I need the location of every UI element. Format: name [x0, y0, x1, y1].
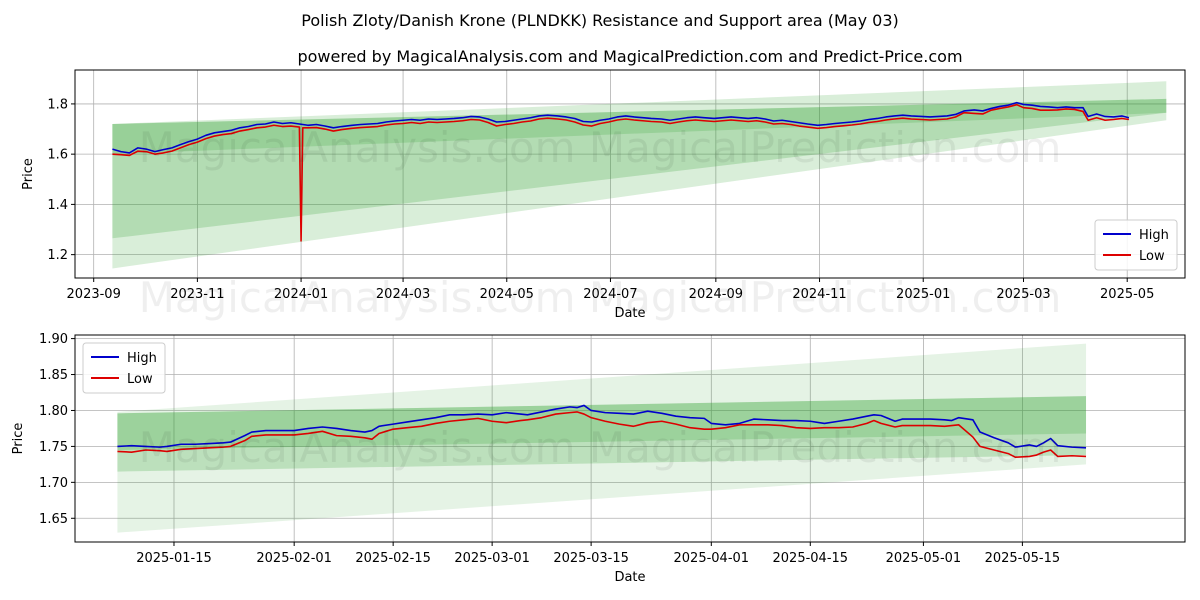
watermark-bottom: MagicalAnalysis.com MagicalPrediction.co…: [139, 423, 1062, 472]
chart1-legend-box: [82, 342, 166, 394]
chart1-band-1: [117, 396, 1087, 472]
chart1-xtick-label-1: 2025-02-01: [256, 551, 332, 566]
chart1-xtick-label-6: 2025-04-15: [773, 551, 849, 566]
chart0-ytick-label-3: 1.8: [47, 97, 68, 112]
chart1-ytick-label-5: 1.90: [39, 332, 68, 347]
chart1-xtick-label-3: 2025-03-01: [454, 551, 530, 566]
chart1-xlabel: Date: [614, 570, 645, 585]
figure-title: Polish Zloty/Danish Krone (PLNDKK) Resis…: [301, 11, 899, 30]
chart0-xtick-label-7: 2024-11: [792, 287, 846, 302]
chart0-xtick-label-4: 2024-05: [480, 287, 534, 302]
chart1-band-0: [117, 343, 1087, 533]
chart0-xtick-label-9: 2025-03: [996, 287, 1050, 302]
top-chart: 2023-09 2023-11 2024-01 2024-03 2024-05 2024-…: [21, 69, 1186, 321]
chart1-ytick-label-2: 1.75: [39, 440, 68, 455]
chart0-xtick-label-0: 2023-09: [67, 287, 121, 302]
chart1-legend-label-low: Low: [127, 372, 153, 387]
chart1-xtick-label-0: 2025-01-15: [136, 551, 212, 566]
chart0-xtick-label-3: 2024-03: [376, 287, 430, 302]
chart1-xtick-label-2: 2025-02-15: [355, 551, 431, 566]
watermark-mid: MagicalAnalysis.com MagicalPrediction.co…: [139, 273, 1062, 322]
chart0-xtick-label-5: 2024-07: [583, 287, 637, 302]
chart1-legend-label-high: High: [127, 351, 157, 366]
chart0-legend-label-low: Low: [1139, 249, 1165, 264]
chart0-xlabel: Date: [614, 306, 645, 321]
chart0-xtick-label-8: 2025-01: [896, 287, 950, 302]
chart1-ytick-label-0: 1.65: [39, 512, 68, 527]
chart1-legend: High Low: [82, 342, 166, 394]
chart1-frame: [74, 334, 1186, 543]
chart0-legend-box: [1094, 219, 1178, 271]
chart1-series-low: [117, 411, 1087, 458]
chart0-band-0: [112, 81, 1167, 269]
chart0-xtick-label-2: 2024-01: [274, 287, 328, 302]
chart1-ytick-label-1: 1.70: [39, 476, 68, 491]
chart1-xtick-label-7: 2025-05-01: [886, 551, 962, 566]
chart0-xtick-label-10: 2025-05: [1100, 287, 1154, 302]
chart0-legend: High Low: [1094, 219, 1178, 271]
chart0-ytick-label-1: 1.4: [47, 198, 68, 213]
bottom-chart: 2025-01-15 2025-02-01 2025-02-15 2025-03-01…: [11, 332, 1186, 585]
chart1-xtick-label-8: 2025-05-15: [985, 551, 1061, 566]
chart0-band-1: [112, 98, 1167, 239]
chart0-legend-label-high: High: [1139, 228, 1169, 243]
chart1-ytick-label-4: 1.85: [39, 368, 68, 383]
chart0-ylabel: Price: [21, 158, 36, 190]
chart0-series-high: [112, 101, 1130, 154]
chart0-band-2: [112, 98, 1167, 155]
chart1-xtick-label-4: 2025-03-15: [553, 551, 629, 566]
chart0-xtick-label-1: 2023-11: [170, 287, 224, 302]
chart1-ytick-label-3: 1.80: [39, 404, 68, 419]
chart0-xtick-label-6: 2024-09: [689, 287, 743, 302]
figure-subtitle: powered by MagicalAnalysis.com and Magic…: [297, 47, 962, 66]
chart0-frame: [74, 69, 1186, 279]
watermark-top: MagicalAnalysis.com MagicalPrediction.co…: [139, 123, 1062, 172]
chart1-ylabel: Price: [11, 423, 26, 455]
chart1-xtick-label-5: 2025-04-01: [674, 551, 750, 566]
chart0-ytick-label-0: 1.2: [47, 248, 68, 263]
chart0-series-low: [112, 103, 1130, 242]
chart0-ytick-label-2: 1.6: [47, 148, 68, 163]
chart1-series-high: [117, 404, 1087, 449]
